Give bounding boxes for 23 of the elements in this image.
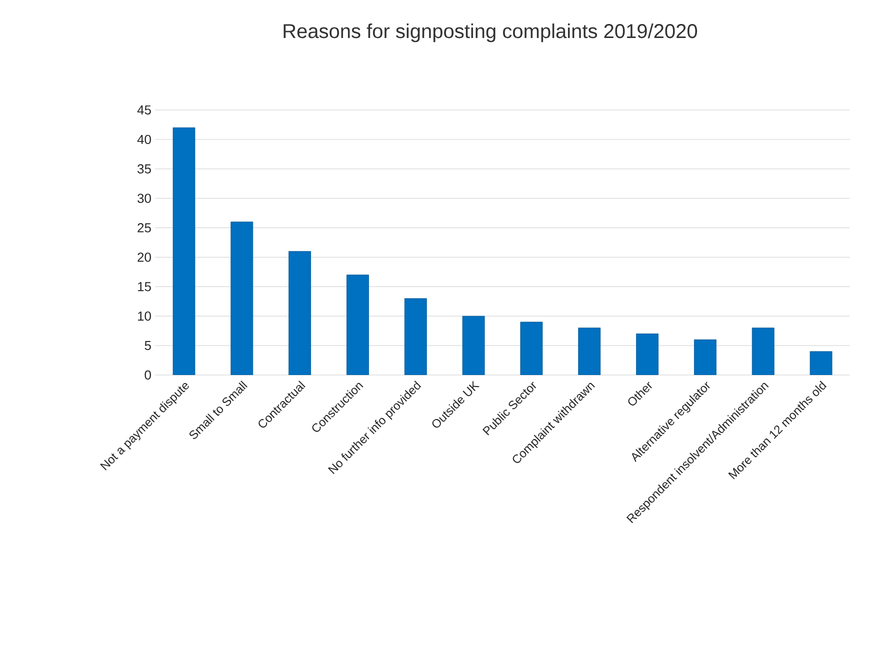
- bar: [694, 339, 716, 375]
- chart-title: Reasons for signposting complaints 2019/2020: [284, 24, 698, 42]
- y-tick-label: 5: [144, 341, 151, 350]
- y-tick-label: 40: [137, 134, 151, 144]
- bar: [404, 298, 427, 375]
- y-tick-label: 20: [138, 252, 151, 262]
- bar: [578, 328, 601, 375]
- bar: [752, 328, 774, 375]
- y-tick-label: 30: [138, 194, 151, 203]
- bar: [288, 251, 311, 375]
- bar: [520, 322, 543, 375]
- bar: [462, 316, 485, 375]
- y-tick-label: 10: [138, 312, 151, 321]
- bar: [172, 127, 196, 375]
- y-tick-label: 0: [144, 370, 151, 380]
- y-tick-label: 45: [137, 105, 151, 115]
- bar: [636, 334, 658, 375]
- bar: [230, 222, 254, 375]
- bar: [346, 274, 369, 375]
- y-tick-label: 35: [138, 164, 151, 174]
- bar: [810, 351, 832, 375]
- y-tick-label: 25: [138, 223, 151, 232]
- y-tick-label: 15: [138, 282, 151, 292]
